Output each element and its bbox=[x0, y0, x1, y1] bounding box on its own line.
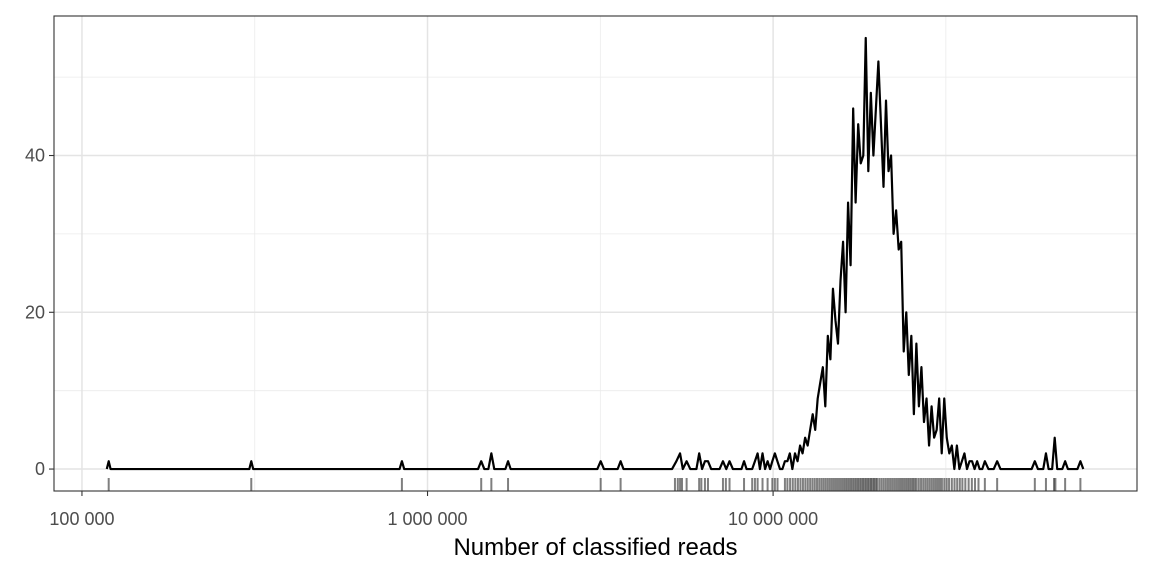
x-axis-title: Number of classified reads bbox=[453, 534, 737, 561]
x-tick-label: 1 000 000 bbox=[387, 509, 467, 529]
x-tick-label: 100 000 bbox=[49, 509, 114, 529]
rug-marks bbox=[107, 478, 1082, 491]
tick-labels: 100 000 1 000 000 10 000 000 0 20 40 bbox=[25, 146, 818, 529]
x-tick-label: 10 000 000 bbox=[728, 509, 818, 529]
y-tick-label: 40 bbox=[25, 146, 45, 166]
grid-minor bbox=[54, 16, 1137, 491]
y-tick-label: 0 bbox=[35, 459, 45, 479]
y-tick-label: 20 bbox=[25, 302, 45, 322]
series-line bbox=[105, 36, 1085, 471]
grid-major bbox=[54, 16, 1137, 491]
axis-ticks bbox=[49, 154, 774, 496]
panel-border bbox=[53, 15, 1138, 492]
